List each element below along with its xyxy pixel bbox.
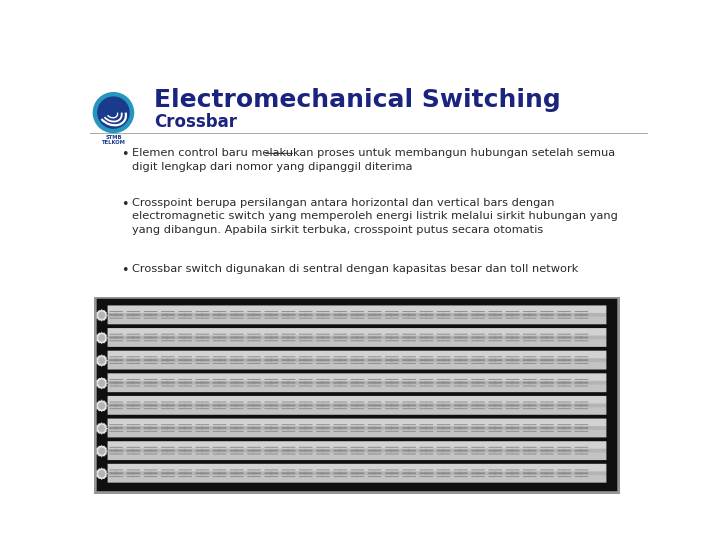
- Text: Crossbar: Crossbar: [154, 113, 237, 131]
- Text: Electromechanical Switching: Electromechanical Switching: [154, 87, 561, 112]
- Text: SM241013 - Pengantar Sistem Telekomunikasi: SM241013 - Pengantar Sistem Telekomunika…: [256, 446, 482, 456]
- Text: Semester genap 2006-2007: Semester genap 2006-2007: [301, 460, 437, 470]
- Text: •: •: [121, 265, 128, 278]
- Text: STMB
TELKOM: STMB TELKOM: [102, 134, 125, 145]
- Ellipse shape: [94, 93, 133, 133]
- Text: •: •: [121, 198, 128, 211]
- Ellipse shape: [98, 97, 129, 128]
- Text: Crosspoint berupa persilangan antara horizontal dan vertical bars dengan
electro: Crosspoint berupa persilangan antara hor…: [132, 198, 618, 235]
- Text: •: •: [121, 148, 128, 161]
- Text: Crossbar switch digunakan di sentral dengan kapasitas besar dan toll network: Crossbar switch digunakan di sentral den…: [132, 265, 578, 274]
- Text: Elemen control baru melakukan proses untuk membangun hubungan setelah semua
digi: Elemen control baru melakukan proses unt…: [132, 148, 615, 172]
